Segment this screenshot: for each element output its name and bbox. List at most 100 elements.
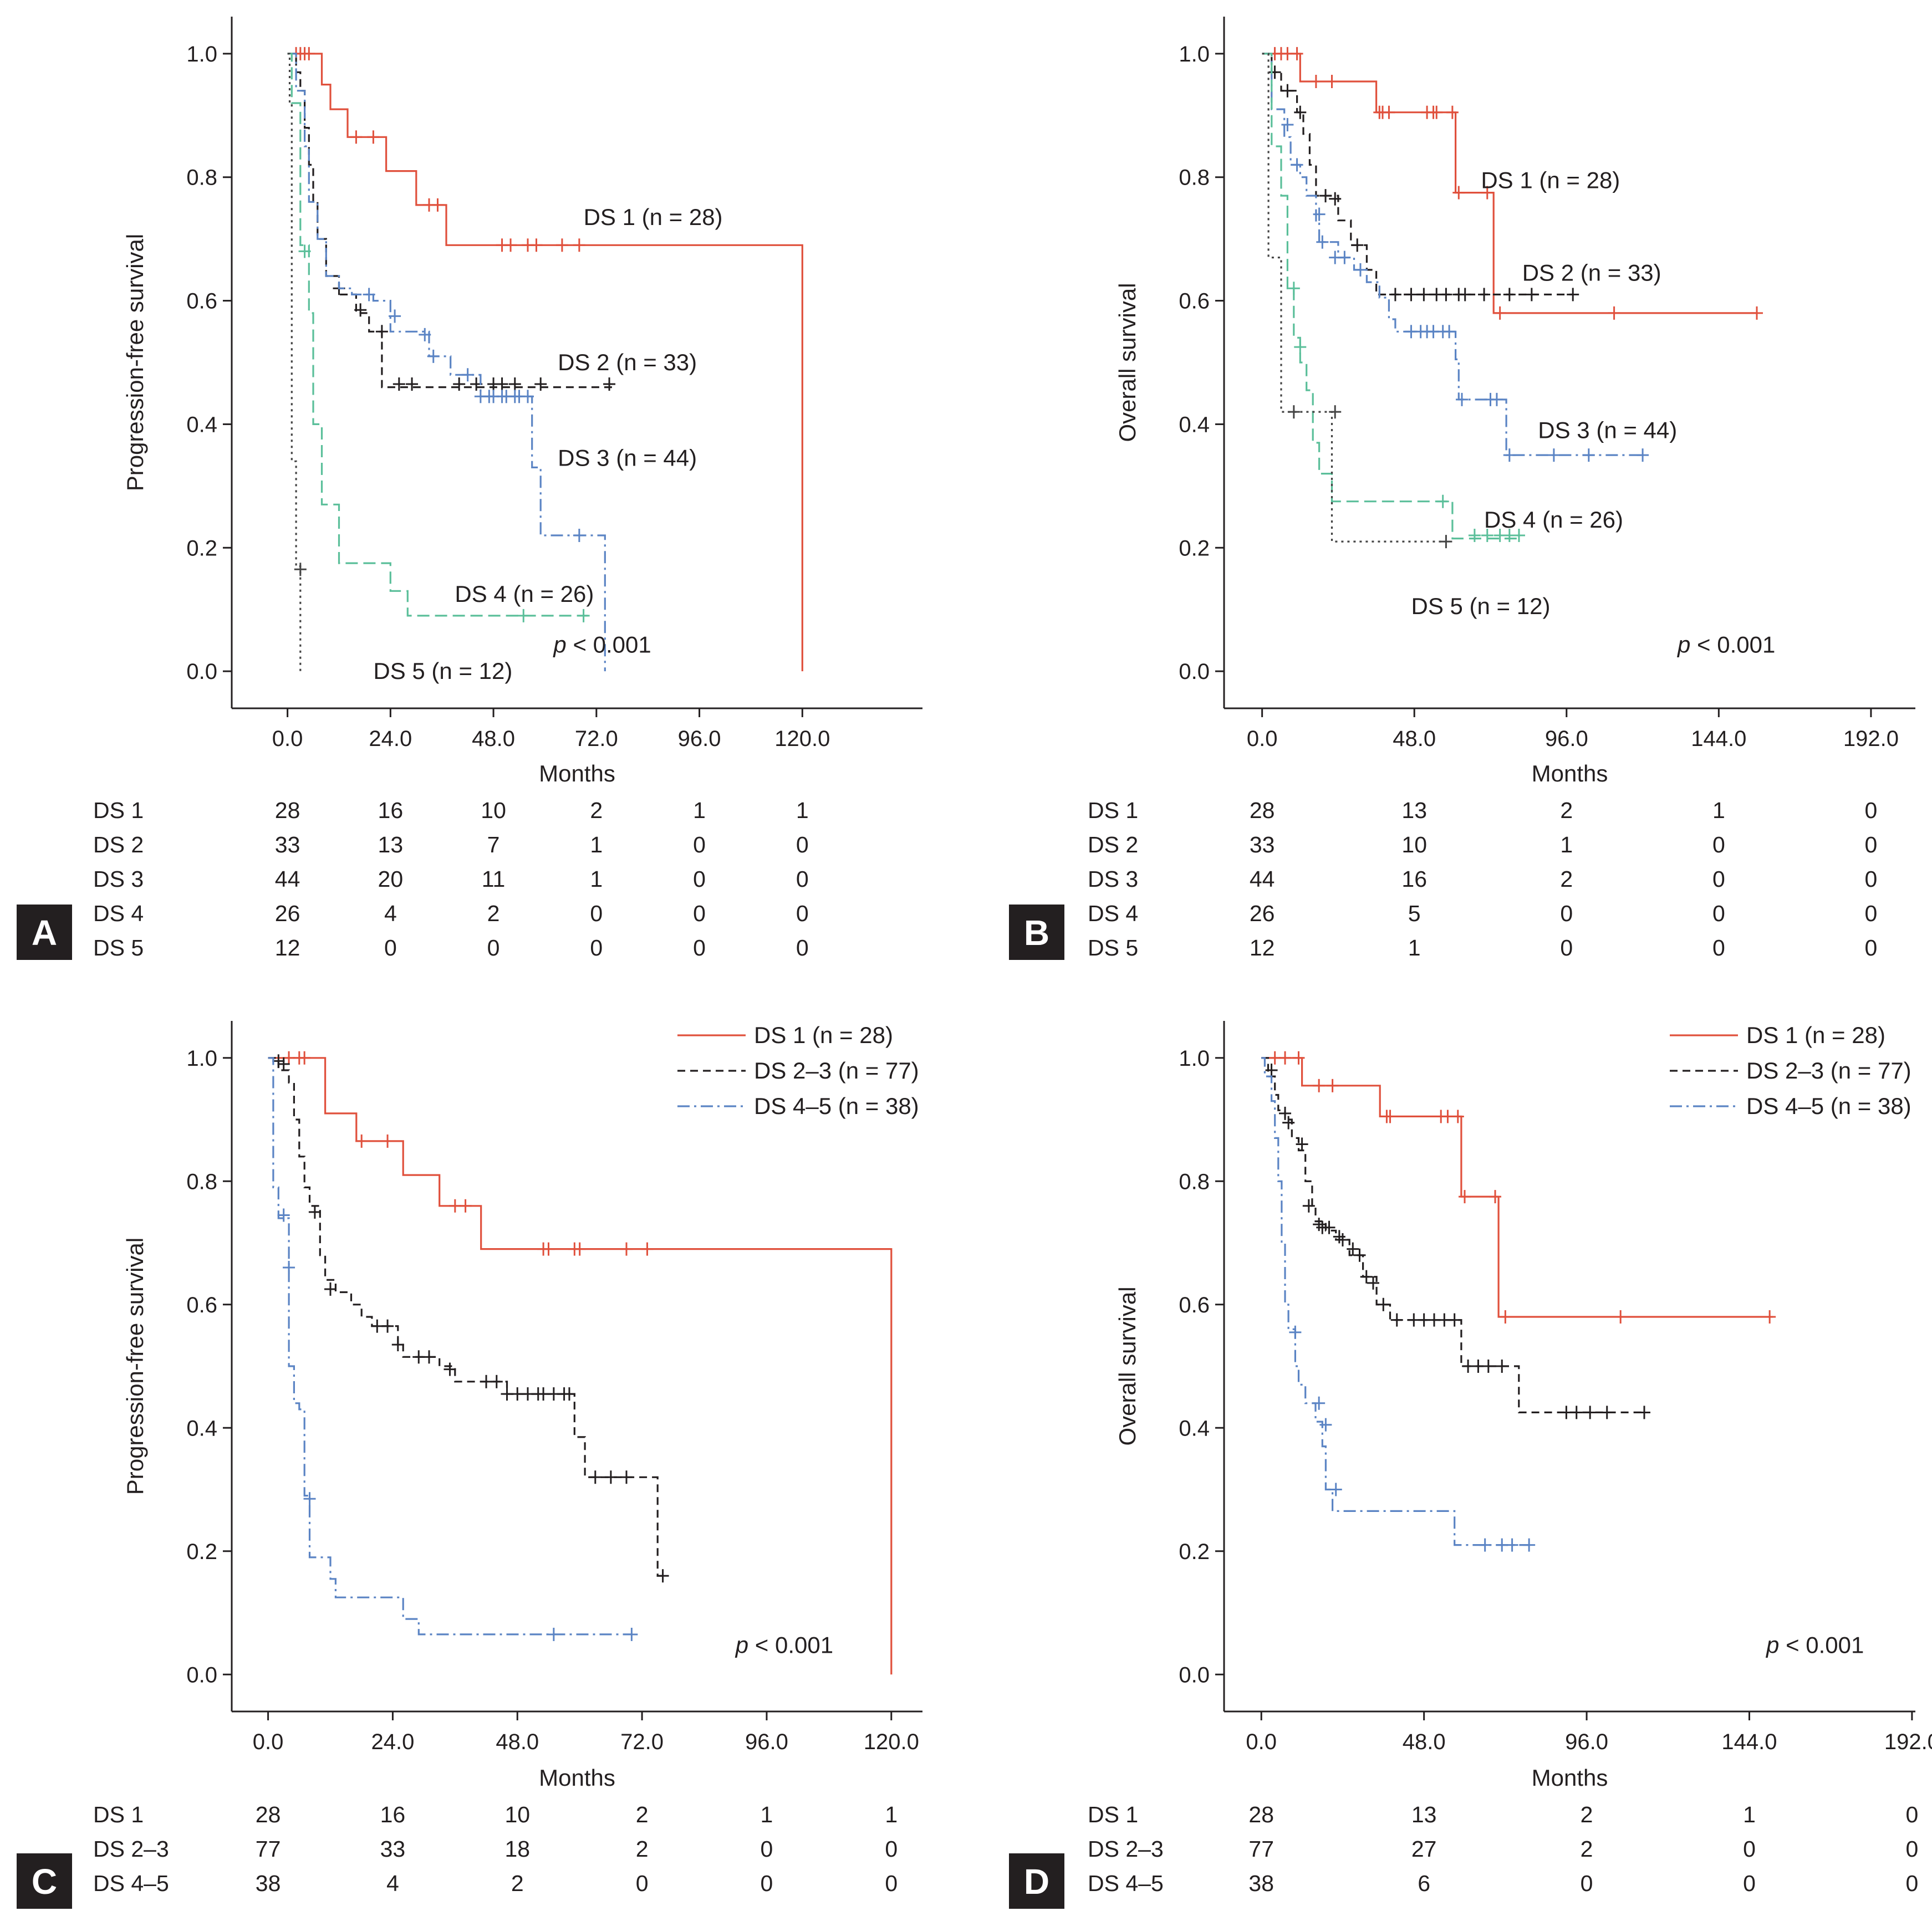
censor-mark	[573, 1242, 586, 1256]
risk-value: 28	[1248, 1802, 1274, 1827]
risk-value: 6	[1418, 1871, 1430, 1896]
censor-mark	[517, 609, 530, 622]
risk-value: 0	[384, 935, 397, 960]
censor-mark	[547, 1627, 560, 1641]
censor-mark	[1294, 105, 1307, 119]
censor-mark	[1512, 529, 1525, 542]
risk-value: 38	[1248, 1871, 1274, 1896]
censor-mark	[1319, 1418, 1332, 1432]
x-tick-label: 96.0	[1545, 727, 1588, 751]
risk-value: 18	[504, 1836, 530, 1862]
panel-d: 0.0 0.2 0.4 0.6 0.8 1.0 0.0 48.0 96.0 144.0 192.0 O…	[1009, 1021, 1932, 1909]
risk-value: 4	[384, 901, 397, 926]
km-curve-series-1	[287, 53, 803, 672]
x-tick-label: 48.0	[472, 727, 515, 751]
curve-label: DS 4 (n = 26)	[455, 581, 594, 607]
risk-value: 4	[386, 1871, 399, 1896]
risk-table: DS 1 28 16 10 2 1 1DS 2 33 13 7 1 0 0DS 3 44 20 11 1 0 0DS…	[93, 798, 809, 960]
censor-mark	[1279, 1051, 1292, 1065]
risk-row-label: DS 2	[1088, 832, 1138, 857]
censor-mark	[496, 377, 508, 391]
censor-mark	[431, 198, 444, 212]
x-tick-label: 144.0	[1691, 727, 1746, 751]
risk-value: 44	[1250, 866, 1275, 892]
risk-value: 0	[1865, 866, 1878, 892]
censor-mark	[391, 1338, 404, 1352]
censor-mark	[283, 1261, 295, 1274]
risk-value: 1	[590, 832, 603, 857]
x-tick-label: 0.0	[1246, 1730, 1277, 1754]
censor-mark	[1525, 288, 1538, 302]
x-tick-label: 192.0	[1843, 727, 1899, 751]
censor-mark	[1316, 235, 1329, 249]
censor-mark	[1496, 1538, 1508, 1552]
y-axis-title: Progression-free survival	[122, 234, 148, 492]
censor-mark	[1292, 1051, 1305, 1065]
censor-mark	[480, 1375, 493, 1388]
censor-mark	[1523, 1538, 1536, 1552]
legend-item-label: DS 4–5 (n = 38)	[1746, 1093, 1911, 1119]
risk-value: 44	[275, 866, 300, 892]
censor-mark	[563, 1387, 575, 1401]
censor-mark	[1329, 1483, 1342, 1496]
censor-mark	[272, 1054, 285, 1068]
risk-value: 0	[636, 1871, 649, 1896]
y-tick-label: 0.2	[1179, 536, 1210, 560]
censor-mark	[371, 1319, 384, 1333]
censor-mark	[277, 1208, 290, 1222]
censor-mark	[547, 1387, 560, 1401]
risk-row-label: DS 3	[1088, 866, 1138, 892]
censor-mark	[1347, 1242, 1359, 1256]
censor-mark	[1326, 75, 1338, 88]
censor-mark	[1479, 1538, 1491, 1552]
km-curve-series-2	[1262, 53, 1573, 296]
legend-item-label: DS 1 (n = 28)	[754, 1022, 893, 1048]
risk-value: 0	[1581, 1871, 1593, 1896]
y-tick-label: 0.6	[186, 289, 217, 314]
risk-value: 2	[1560, 866, 1573, 892]
censor-mark	[555, 238, 568, 252]
y-axis-title: Overall survival	[1114, 1286, 1140, 1445]
risk-value: 0	[796, 866, 809, 892]
risk-value: 0	[590, 935, 603, 960]
censor-mark	[1570, 1406, 1583, 1419]
risk-value: 2	[511, 1871, 524, 1896]
censor-mark	[363, 288, 375, 302]
risk-value: 13	[1401, 798, 1427, 823]
censor-mark	[1279, 1106, 1292, 1120]
risk-value: 7	[487, 832, 500, 857]
censor-mark	[448, 1199, 461, 1213]
y-tick-label: 0.0	[186, 1663, 217, 1687]
risk-value: 2	[1581, 1802, 1593, 1827]
censor-mark	[1430, 105, 1443, 119]
panel-letter-badge: D	[1009, 1853, 1064, 1909]
risk-value: 0	[693, 901, 706, 926]
censor-mark	[1452, 186, 1465, 200]
x-axis-title: Months	[539, 1765, 615, 1791]
risk-value: 16	[1401, 866, 1427, 892]
legend-item-label: DS 2–3 (n = 77)	[754, 1057, 919, 1084]
panel-a: 0.00.20.40.60.81.00.0 24.0 48.0 72.0 96.0 120…	[17, 17, 922, 960]
risk-row-label: DS 1	[1088, 1802, 1138, 1827]
censor-mark	[375, 325, 388, 339]
risk-value: 11	[482, 866, 506, 892]
curve-label: DS 2 (n = 33)	[1522, 259, 1661, 285]
risk-value: 77	[256, 1836, 281, 1862]
censor-mark	[423, 1350, 435, 1364]
y-axis-title: Progression-free survival	[122, 1238, 148, 1495]
y-tick-label: 0.6	[1179, 1293, 1210, 1317]
y-tick-label: 0.0	[1179, 660, 1210, 684]
risk-value: 0	[885, 1871, 898, 1896]
censor-mark	[1367, 1276, 1379, 1290]
censor-mark	[1428, 1313, 1440, 1327]
panel-letter-badge: C	[17, 1853, 72, 1909]
km-curve-series-2	[268, 1057, 668, 1577]
censor-mark	[589, 1470, 601, 1484]
risk-value: 1	[761, 1802, 773, 1827]
y-tick-label: 1.0	[186, 42, 217, 67]
risk-value: 0	[1712, 901, 1725, 926]
censor-mark	[1608, 306, 1620, 320]
censor-mark	[1547, 448, 1560, 462]
censor-mark	[1338, 251, 1351, 264]
risk-value: 0	[1865, 832, 1878, 857]
